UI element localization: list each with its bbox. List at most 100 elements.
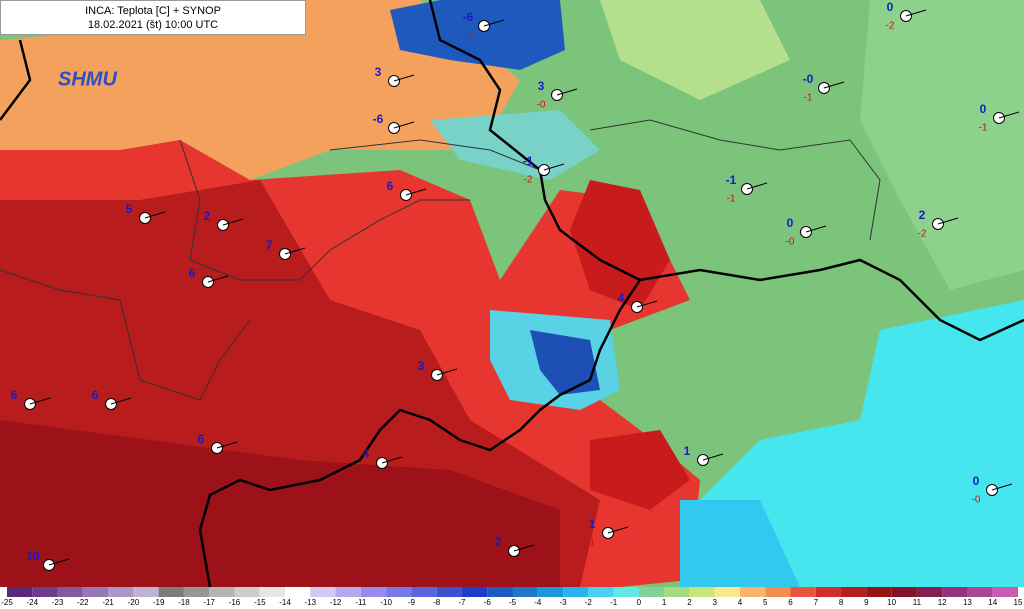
wind-barb bbox=[636, 300, 658, 308]
station-temperature: 3 bbox=[538, 79, 545, 93]
station-temperature: 6 bbox=[198, 432, 205, 446]
station-temperature: 2 bbox=[204, 209, 211, 223]
station-dewpoint: -2 bbox=[886, 21, 895, 32]
colorbar-swatch bbox=[209, 587, 235, 597]
colorbar-swatch bbox=[7, 587, 33, 597]
colorbar-swatch bbox=[563, 587, 589, 597]
colorbar-label: -25 bbox=[1, 598, 13, 607]
wind-barb bbox=[991, 483, 1013, 491]
colorbar-label: 0 bbox=[637, 598, 642, 607]
colorbar-swatch bbox=[638, 587, 665, 597]
wind-barb bbox=[556, 88, 578, 96]
station-temperature: 2 bbox=[919, 208, 926, 222]
wind-barb bbox=[702, 453, 724, 461]
region-border bbox=[589, 119, 881, 241]
colorbar-swatch bbox=[183, 587, 210, 597]
wind-barb bbox=[222, 218, 244, 226]
colorbar-label: -21 bbox=[102, 598, 114, 607]
wind-barb bbox=[110, 397, 132, 405]
station-temperature: -6 bbox=[463, 10, 474, 24]
wind-barb bbox=[436, 368, 458, 376]
station-temperature: 0 bbox=[973, 474, 980, 488]
wind-barb bbox=[905, 9, 927, 17]
wind-barb bbox=[48, 558, 70, 566]
colorbar-label: 12 bbox=[938, 598, 947, 607]
colorbar-swatch bbox=[613, 587, 639, 597]
wind-barb bbox=[483, 19, 505, 27]
colorbar-swatch bbox=[82, 587, 109, 597]
station-temperature: 0 bbox=[887, 0, 894, 14]
border bbox=[198, 279, 642, 588]
colorbar-swatch bbox=[487, 587, 513, 597]
wind-barb bbox=[607, 526, 629, 534]
station-dewpoint: -2 bbox=[918, 229, 927, 240]
colorbar-swatch bbox=[158, 587, 184, 597]
colorbar-label: -8 bbox=[433, 598, 441, 607]
colorbar-label: 3 bbox=[712, 598, 717, 607]
wind-barb bbox=[284, 247, 306, 255]
colorbar-label: -1 bbox=[610, 598, 618, 607]
station-temperature: -1 bbox=[523, 154, 534, 168]
colorbar-swatch bbox=[259, 587, 286, 597]
colorbar-label: -3 bbox=[559, 598, 567, 607]
colorbar-label: -19 bbox=[153, 598, 165, 607]
colorbar-swatch bbox=[512, 587, 538, 597]
colorbar-label: -7 bbox=[458, 598, 466, 607]
colorbar-label: -9 bbox=[408, 598, 416, 607]
wind-barb bbox=[207, 275, 229, 283]
colorbar-label: -11 bbox=[355, 598, 367, 607]
region bbox=[0, 0, 520, 180]
region bbox=[680, 500, 800, 587]
colorbar-label: -2 bbox=[585, 598, 593, 607]
colorbar-swatch bbox=[891, 587, 917, 597]
colorbar-swatch bbox=[765, 587, 791, 597]
colorbar-label: -13 bbox=[305, 598, 317, 607]
colorbar-label: 14 bbox=[988, 598, 997, 607]
colorbar-swatch bbox=[461, 587, 488, 597]
wind-barb bbox=[998, 111, 1020, 119]
colorbar-swatch bbox=[714, 587, 740, 597]
colorbar-label: 15 bbox=[1014, 598, 1023, 607]
colorbar-swatch bbox=[916, 587, 943, 597]
colorbar-label: -17 bbox=[203, 598, 215, 607]
colorbar-swatch bbox=[360, 587, 387, 597]
station-temperature: 4 bbox=[363, 447, 370, 461]
region bbox=[530, 330, 600, 395]
colorbar-label: -22 bbox=[77, 598, 89, 607]
station-temperature: 6 bbox=[11, 388, 18, 402]
colorbar-swatch bbox=[866, 587, 892, 597]
colorbar-label: -18 bbox=[178, 598, 190, 607]
wind-barb bbox=[381, 456, 403, 464]
station-dewpoint: -1 bbox=[804, 93, 813, 104]
wind-barb bbox=[805, 225, 827, 233]
station-dewpoint: -0 bbox=[972, 495, 981, 506]
colorbar-swatch bbox=[386, 587, 412, 597]
wind-barb bbox=[746, 182, 768, 190]
station-temperature: 0 bbox=[980, 102, 987, 116]
station-temperature: 6 bbox=[92, 388, 99, 402]
station-dewpoint: -0 bbox=[537, 100, 546, 111]
colorbar-swatch bbox=[689, 587, 715, 597]
colorbar-label: -16 bbox=[229, 598, 241, 607]
region-border bbox=[329, 139, 541, 171]
colorbar-swatch bbox=[234, 587, 260, 597]
region bbox=[590, 430, 690, 510]
station-temperature: 10 bbox=[26, 549, 40, 563]
colorbar-swatch bbox=[815, 587, 842, 597]
station-dewpoint: -1 bbox=[727, 194, 736, 205]
region bbox=[690, 300, 1024, 587]
colorbar-label: -14 bbox=[279, 598, 291, 607]
region-border bbox=[179, 139, 470, 281]
station-temperature: -6 bbox=[373, 112, 384, 126]
colorbar-swatch bbox=[992, 587, 1018, 597]
colorbar-swatch bbox=[335, 587, 361, 597]
logo-text: SHMU bbox=[58, 68, 117, 90]
colorbar-label: 5 bbox=[763, 598, 768, 607]
colorbar-label: 10 bbox=[887, 598, 896, 607]
station-temperature: 2 bbox=[495, 535, 502, 549]
station-temperature: 1 bbox=[684, 444, 691, 458]
colorbar-label: 7 bbox=[814, 598, 819, 607]
station-temperature: 1 bbox=[589, 517, 596, 531]
colorbar-label: -20 bbox=[128, 598, 140, 607]
